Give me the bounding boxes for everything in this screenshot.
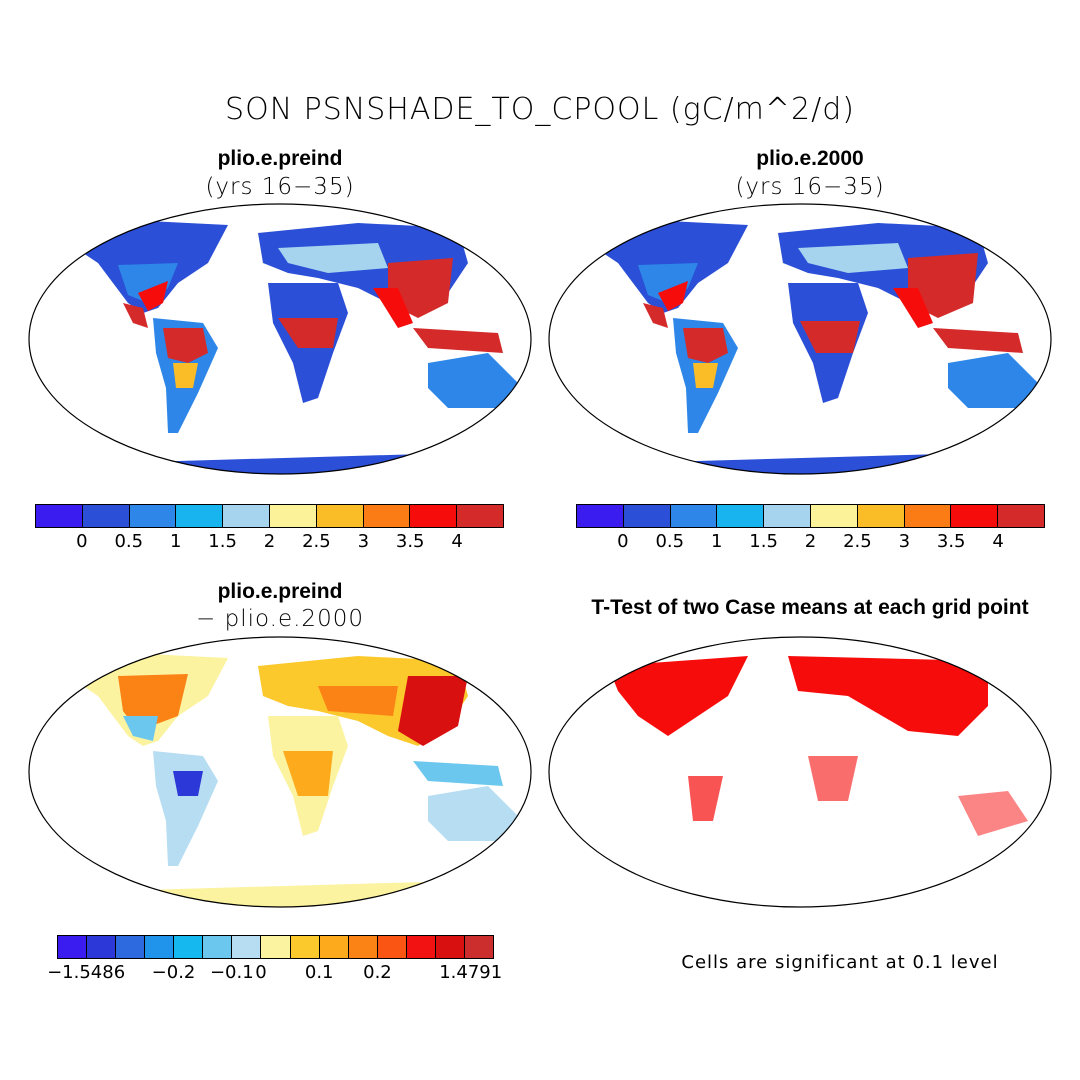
colorbar-swatch [174,936,204,958]
colorbar-swatch [261,936,291,958]
colorbar-tick-label: 2 [263,531,276,552]
colorbar-swatch [348,936,378,958]
colorbar-swatch [36,505,83,527]
colorbar-swatch [764,505,811,527]
colorbar-tick-label: 3 [898,531,911,552]
colorbar-tick-label: 0.5 [114,531,144,552]
colorbar-swatch [410,505,458,527]
colorbar-swatch [58,936,88,958]
map-panel-difference [28,636,532,908]
colorbar-swatch [810,505,858,527]
colorbar-swatch [577,505,624,527]
map-shading [68,221,518,474]
colorbar-swatch [377,936,407,958]
colorbar-tick-label: 0.5 [655,531,685,552]
colorbar-swatch [176,505,224,527]
significance-note: Cells are significant at 0.1 level [681,952,999,973]
colorbar-tick-label: −0.2 [151,962,196,983]
panel1-subtitle: (yrs 16−35) [205,174,355,200]
colorbar-swatch [406,936,436,958]
colorbar-difference [57,935,494,959]
colorbar-tick-label: 4 [992,531,1004,552]
colorbar-swatch [290,936,320,958]
colorbar-swatch [129,505,177,527]
colorbar-tick-label: 2 [804,531,817,552]
colorbar-swatch [316,505,364,527]
map-shading [608,656,1028,836]
figure-title: SON PSNSHADE_TO_CPOOL (gC/m^2/d) [225,92,855,127]
panel2-title: plio.e.2000 [756,147,864,170]
map-panel-2000 [548,203,1052,475]
colorbar-tick-label: −0.1 [209,962,254,983]
colorbar-swatch [223,505,270,527]
colorbar-swatch [232,936,262,958]
colorbar-tick-label: 3.5 [936,531,966,552]
colorbar-tick-label: 0 [255,962,267,983]
colorbar-tick-label: 3 [357,531,370,552]
colorbar-swatch [998,505,1044,527]
colorbar-swatch [363,505,411,527]
colorbar-swatch [717,505,765,527]
colorbar-tick-label: 1 [710,531,723,552]
colorbar-swatch [87,936,117,958]
map-shading [68,654,518,907]
map-shading [588,221,1038,474]
colorbar-swatch [670,505,718,527]
colorbar-tick-label: 0.2 [363,962,392,983]
colorbar-swatch [951,505,999,527]
colorbar-panel2 [576,504,1045,528]
colorbar-swatch [904,505,952,527]
map-panel-preind [28,203,532,475]
colorbar-swatch [116,936,146,958]
colorbar-swatch [145,936,175,958]
colorbar-tick-label: −1.5486 [47,962,126,983]
colorbar-swatch [319,936,349,958]
colorbar-tick-label: 3.5 [395,531,425,552]
colorbar-tick-label: 1 [169,531,182,552]
colorbar-tick-label: 0.1 [304,962,334,983]
colorbar-swatch [269,505,317,527]
panel1-title: plio.e.preind [217,147,343,170]
colorbar-tick-label: 0 [617,531,629,552]
colorbar-swatch [857,505,905,527]
panel3-title: plio.e.preind [217,580,343,603]
colorbar-swatch [82,505,130,527]
colorbar-swatch [457,505,503,527]
colorbar-tick-label: 4 [451,531,463,552]
colorbar-swatch [203,936,233,958]
panel3-subtitle: − plio.e.2000 [196,606,364,632]
colorbar-tick-label: 2.5 [843,531,872,552]
colorbar-tick-label: 2.5 [302,531,331,552]
colorbar-tick-label: 0 [76,531,88,552]
panel2-subtitle: (yrs 16−35) [735,174,885,200]
colorbar-swatch [623,505,671,527]
panel4-title: T-Test of two Case means at each grid po… [591,596,1029,619]
map-panel-ttest [548,636,1052,908]
colorbar-swatch [435,936,465,958]
colorbar-tick-label: 1.5 [749,531,778,552]
colorbar-tick-label: 1.5 [208,531,237,552]
colorbar-swatch [464,936,493,958]
colorbar-panel1 [35,504,504,528]
colorbar-tick-label: 1.4791 [439,962,503,983]
